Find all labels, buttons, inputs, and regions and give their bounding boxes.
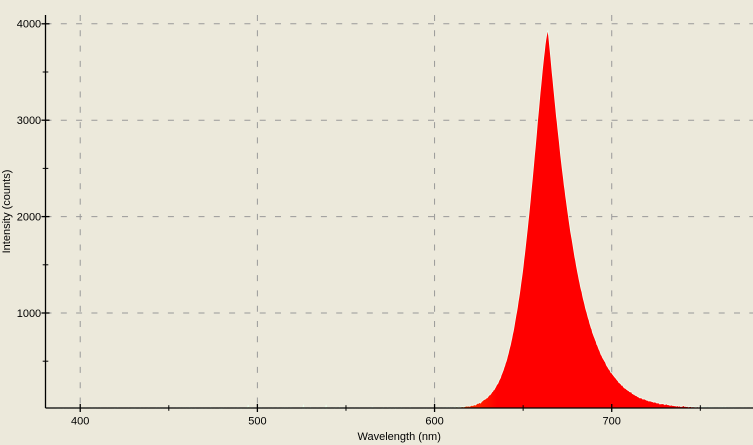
svg-text:500: 500 — [248, 416, 266, 428]
svg-text:Intensity (counts): Intensity (counts) — [1, 170, 13, 254]
svg-text:1000: 1000 — [17, 308, 41, 320]
svg-text:600: 600 — [425, 416, 443, 428]
svg-text:400: 400 — [71, 416, 89, 428]
svg-text:700: 700 — [603, 416, 621, 428]
svg-text:Wavelength (nm): Wavelength (nm) — [358, 431, 441, 443]
svg-text:3000: 3000 — [17, 115, 41, 127]
svg-text:4000: 4000 — [17, 19, 41, 31]
svg-text:2000: 2000 — [17, 211, 41, 223]
